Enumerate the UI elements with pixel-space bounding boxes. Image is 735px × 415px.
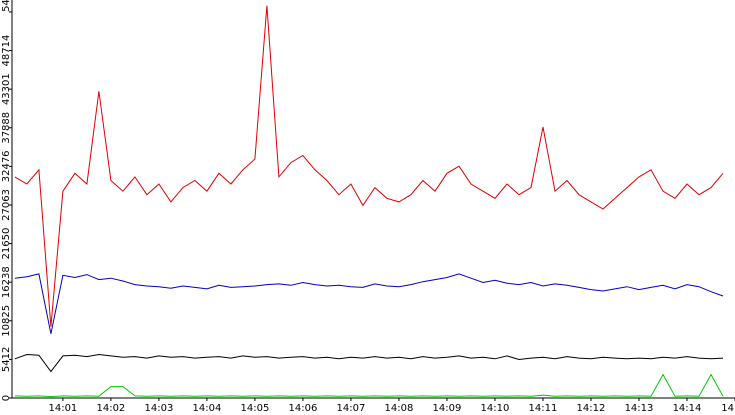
y-tick-label: 10825	[1, 305, 12, 337]
x-tick-label: 14:10	[481, 403, 510, 414]
x-tick-label: 14:13	[625, 403, 654, 414]
series-line	[14, 273, 724, 334]
y-tick-label: 16238	[1, 266, 12, 298]
x-tick-label: 14	[721, 403, 734, 414]
y-tick-label: 27063	[1, 189, 12, 221]
x-tick-label: 14:08	[385, 403, 414, 414]
y-tick-label: 54127	[1, 0, 12, 12]
x-tick-label: 14:06	[289, 403, 318, 414]
x-tick-label: 14:04	[192, 403, 221, 414]
y-tick-label: 43301	[1, 73, 12, 105]
x-tick-label: 14:02	[96, 403, 125, 414]
series-line	[14, 373, 724, 398]
x-tick-label: 14:03	[144, 403, 173, 414]
x-tick-label: 14:12	[577, 403, 606, 414]
series-line	[14, 5, 724, 327]
x-tick-label: 14:05	[241, 403, 270, 414]
y-tick-label: 21650	[1, 228, 12, 260]
y-tick-label: 32476	[1, 150, 12, 182]
x-tick-label: 14:14	[673, 403, 702, 414]
y-tick-label: 48714	[1, 35, 12, 67]
y-tick-label: 0	[1, 395, 12, 401]
x-tick-label: 14:01	[48, 403, 77, 414]
x-tick-label: 14:09	[433, 403, 462, 414]
series-line	[14, 353, 724, 373]
y-tick-label: 5412	[1, 347, 12, 372]
y-tick-label: 37888	[1, 112, 12, 144]
x-tick-label: 14:07	[337, 403, 366, 414]
x-tick-label: 14:11	[529, 403, 558, 414]
